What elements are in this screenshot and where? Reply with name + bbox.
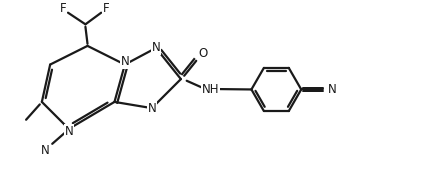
Text: N: N xyxy=(152,41,160,54)
Text: N: N xyxy=(328,83,336,96)
Text: N: N xyxy=(64,125,73,138)
Text: N: N xyxy=(120,55,129,68)
Text: N: N xyxy=(41,144,50,157)
Text: O: O xyxy=(199,47,208,60)
Text: F: F xyxy=(103,2,109,15)
Text: N: N xyxy=(148,102,156,115)
Text: F: F xyxy=(60,2,66,15)
Text: NH: NH xyxy=(202,82,220,95)
